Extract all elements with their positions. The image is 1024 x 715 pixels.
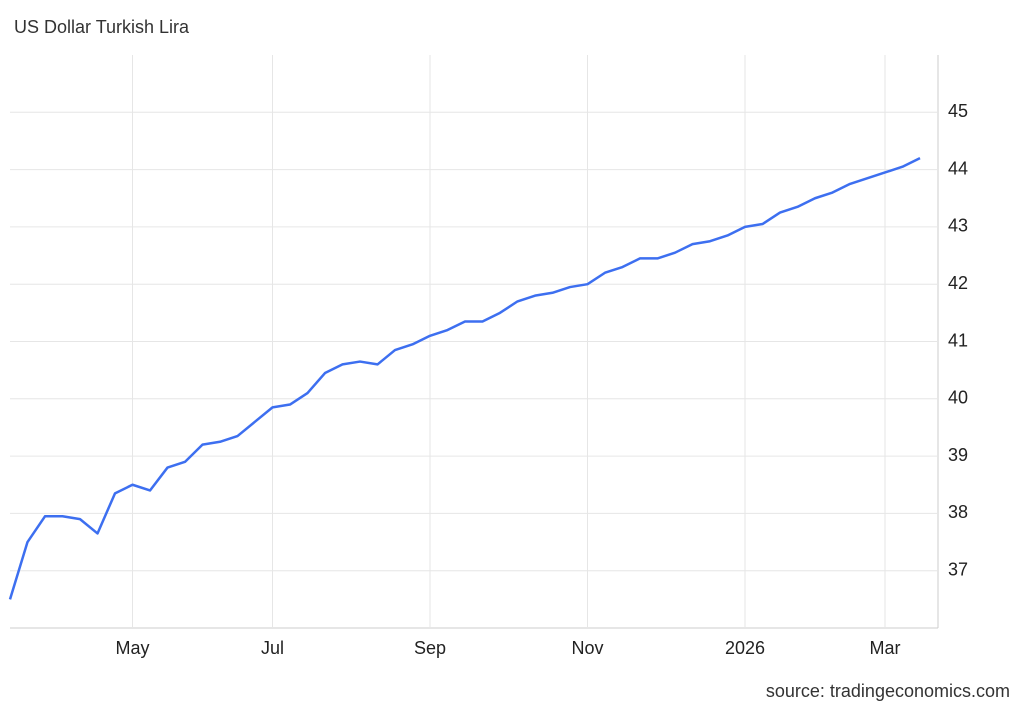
- x-tick-label: May: [115, 638, 149, 658]
- y-tick-label: 41: [948, 330, 968, 350]
- line-series: [8, 157, 921, 600]
- y-tick-label: 43: [948, 216, 968, 236]
- y-tick-label: 39: [948, 445, 968, 465]
- x-tick-label: Mar: [870, 638, 901, 658]
- y-tick-label: 44: [948, 158, 968, 178]
- source: source: tradingeconomics.com: [766, 681, 1010, 701]
- y-tick-label: 40: [948, 388, 968, 408]
- x-tick-label: 2026: [725, 638, 765, 658]
- y-tick-label: 37: [948, 559, 968, 579]
- x-tick-label: Nov: [571, 638, 603, 658]
- chart-title: US Dollar Turkish Lira: [14, 17, 190, 37]
- x-tick-label: Jul: [261, 638, 284, 658]
- y-tick-label: 45: [948, 101, 968, 121]
- y-tick-label: 42: [948, 273, 968, 293]
- y-tick-label: 38: [948, 502, 968, 522]
- x-tick-label: Sep: [414, 638, 446, 658]
